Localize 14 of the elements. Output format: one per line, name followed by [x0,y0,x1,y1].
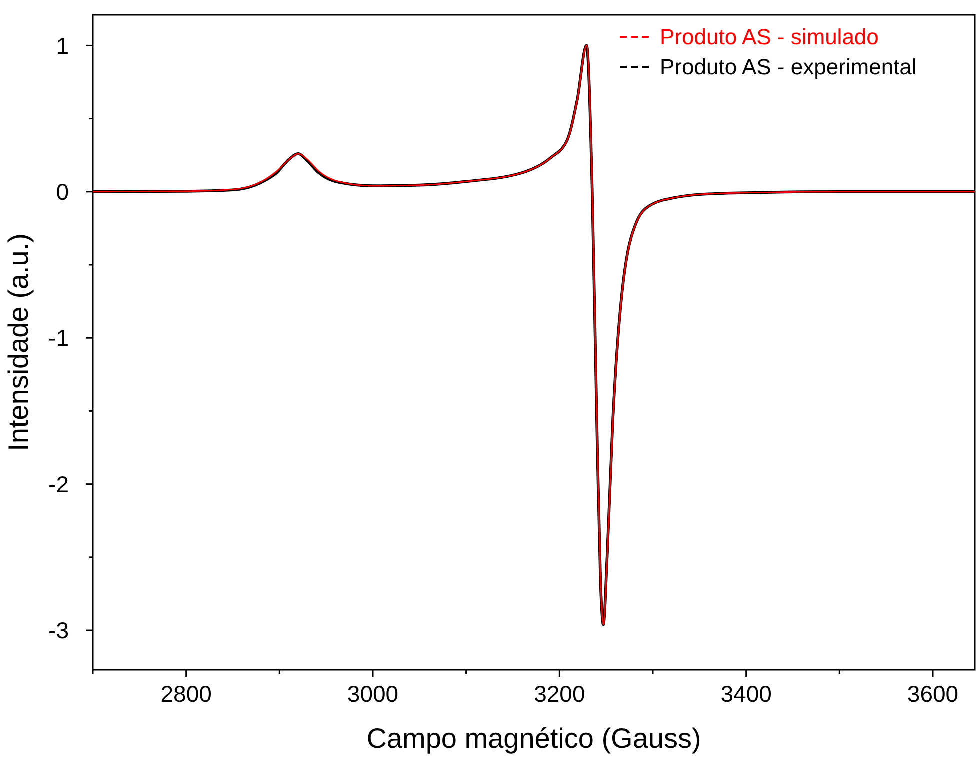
y-tick-label: -2 [48,471,69,498]
y-tick-label: -1 [48,325,69,352]
y-tick-label: -3 [48,618,69,644]
legend-label: Produto AS - simulado [660,24,879,50]
x-axis-title: Campo magnético (Gauss) [366,723,702,754]
x-tick-label: 3000 [347,681,399,707]
y-tick-label: 0 [56,178,69,205]
x-tick-label: 3200 [534,681,586,707]
x-tick-label: 3400 [720,681,772,707]
legend-label: Produto AS - experimental [660,54,917,80]
x-tick-label: 2800 [160,681,212,707]
y-tick-label: 1 [56,32,69,59]
y-axis-title: Intensidade (a.u.) [3,234,34,452]
x-tick-label: 3600 [907,681,959,707]
